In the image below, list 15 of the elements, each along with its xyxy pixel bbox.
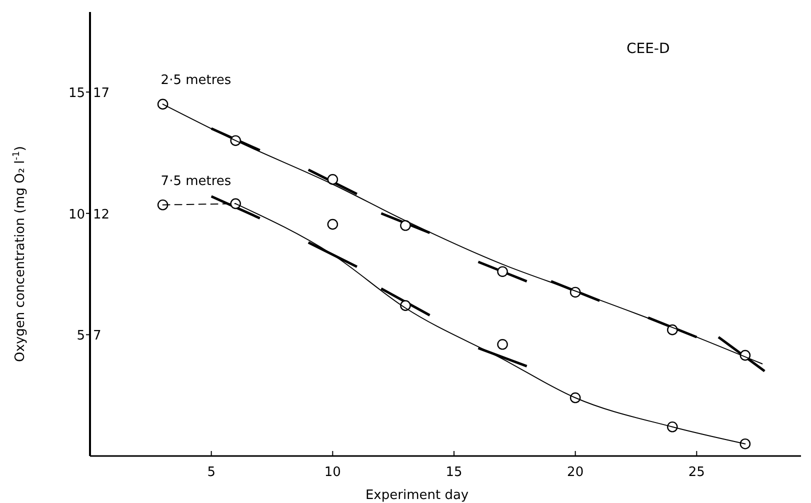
x-tick-label: 25: [688, 465, 705, 480]
series-label: 2·5 metres: [160, 73, 232, 88]
y-tick-label: 10: [68, 207, 85, 222]
x-tick-label: 15: [446, 465, 462, 480]
y2-tick-label: 7: [93, 328, 102, 344]
series-label: 7·5 metres: [160, 174, 232, 189]
x-tick-label: 5: [207, 465, 216, 480]
x-tick-label: 10: [324, 465, 341, 480]
x-tick-label: 20: [567, 465, 584, 480]
y2-tick-label: 12: [93, 207, 110, 222]
y-tick-label: 15: [68, 86, 85, 102]
y2-tick-label: 17: [93, 86, 110, 102]
text: CEE-D: [626, 41, 670, 58]
y-tick-label: 5: [76, 328, 85, 344]
x-axis-title: Experiment day: [365, 488, 469, 503]
